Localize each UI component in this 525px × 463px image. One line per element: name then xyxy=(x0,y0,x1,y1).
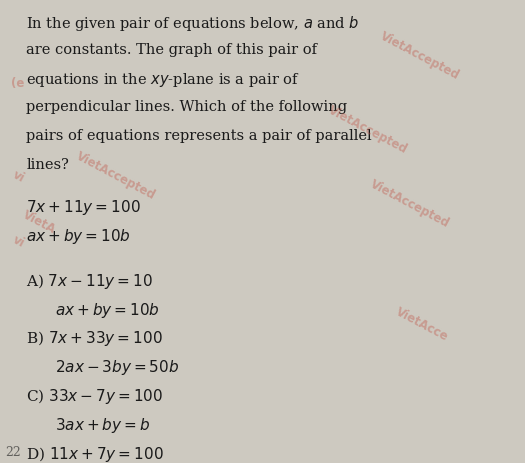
Text: $ax + by = 10b$: $ax + by = 10b$ xyxy=(55,300,160,319)
Text: $2ax - 3by = 50b$: $2ax - 3by = 50b$ xyxy=(55,357,180,376)
Text: vi: vi xyxy=(10,168,27,184)
Text: C) $33x - 7y = 100$: C) $33x - 7y = 100$ xyxy=(26,386,163,405)
Text: vi: vi xyxy=(10,232,27,249)
Text: VietAcce: VietAcce xyxy=(394,305,451,344)
Text: VietAccepted: VietAccepted xyxy=(326,103,410,156)
Text: perpendicular lines. Which of the following: perpendicular lines. Which of the follow… xyxy=(26,100,348,114)
Text: $7x + 11y = 100$: $7x + 11y = 100$ xyxy=(26,198,141,217)
Text: VietAccepted: VietAccepted xyxy=(74,150,158,202)
Text: equations in the $xy$-plane is a pair of: equations in the $xy$-plane is a pair of xyxy=(26,71,300,89)
Text: pairs of equations represents a pair of parallel: pairs of equations represents a pair of … xyxy=(26,129,372,143)
Text: In the given pair of equations below, $a$ and $b$: In the given pair of equations below, $a… xyxy=(26,14,360,33)
Text: A) $7x - 11y = 10$: A) $7x - 11y = 10$ xyxy=(26,271,153,290)
Text: $3ax + by = b$: $3ax + by = b$ xyxy=(55,415,150,434)
Text: B) $7x + 33y = 100$: B) $7x + 33y = 100$ xyxy=(26,329,163,348)
Text: are constants. The graph of this pair of: are constants. The graph of this pair of xyxy=(26,43,317,56)
Text: VietA: VietA xyxy=(21,208,59,236)
Text: 22: 22 xyxy=(5,445,21,458)
Text: $ax + by = 10b$: $ax + by = 10b$ xyxy=(26,226,131,245)
Text: lines?: lines? xyxy=(26,157,69,171)
Text: VietAccepted: VietAccepted xyxy=(368,177,452,230)
Text: D) $11x + 7y = 100$: D) $11x + 7y = 100$ xyxy=(26,444,164,463)
Text: VietAccepted: VietAccepted xyxy=(378,29,462,82)
Text: (e: (e xyxy=(10,77,24,90)
